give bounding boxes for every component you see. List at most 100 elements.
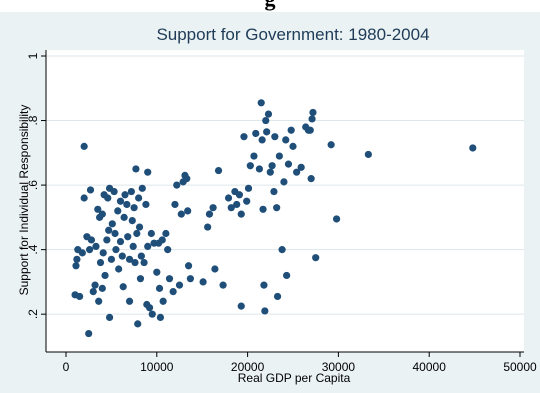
scatter-point <box>266 168 274 176</box>
scatter-point <box>214 166 223 175</box>
scatter-point <box>125 297 134 305</box>
scatter-point <box>142 200 150 209</box>
scatter-point <box>123 200 131 209</box>
scatter-point <box>105 313 114 322</box>
scatter-point <box>131 258 139 267</box>
scatter-point <box>103 236 111 244</box>
scatter-point <box>95 297 103 305</box>
scatter-point <box>156 313 165 322</box>
scatter-point <box>171 200 179 209</box>
scatter-point <box>244 184 253 192</box>
x-axis-label: Real GDP per Capita <box>238 371 351 385</box>
scatter-point <box>199 278 207 286</box>
scatter-point <box>128 216 136 225</box>
scatter-point <box>136 275 145 283</box>
y-tick-label: .8 <box>26 115 40 125</box>
scatter-point <box>132 165 140 173</box>
scatter-point <box>86 246 94 254</box>
scatter-point <box>273 292 282 301</box>
scatter-point <box>118 252 126 260</box>
scatter-point <box>114 207 122 215</box>
scatter-point <box>127 187 135 196</box>
x-tick-label: 40000 <box>413 360 447 374</box>
scatter-point <box>86 186 95 194</box>
scatter-point <box>184 207 192 215</box>
scatter-point <box>283 271 291 280</box>
scatter-point <box>297 163 305 171</box>
scatter-point <box>211 265 219 273</box>
scatter-point <box>205 210 214 218</box>
scatter-point <box>153 268 161 276</box>
scatter-point <box>177 210 185 218</box>
scatter-point <box>99 249 107 257</box>
scatter-point <box>312 254 320 262</box>
scatter-point <box>116 237 125 246</box>
data-points <box>71 99 477 338</box>
scatter-point <box>96 258 105 267</box>
scatter-point <box>306 126 314 134</box>
scatter-point <box>204 223 212 231</box>
scatter-point <box>364 150 372 159</box>
scatter-point <box>257 99 265 107</box>
scatter-point <box>158 236 166 244</box>
plot-area <box>46 50 524 352</box>
y-tick-label: .4 <box>26 244 40 254</box>
scatter-point <box>111 229 119 238</box>
scatter-point <box>162 229 170 238</box>
scatter-point <box>169 287 177 296</box>
scatter-point <box>108 220 116 228</box>
scatter-point <box>124 233 132 241</box>
scatter-point <box>155 284 164 292</box>
scatter-point <box>289 142 297 150</box>
scatter-point <box>105 226 113 234</box>
scatter-point <box>255 165 264 173</box>
scatter-point <box>219 281 227 289</box>
scatter-point <box>224 194 233 202</box>
scatter-point <box>209 204 217 212</box>
x-tick-label: 0 <box>63 360 70 374</box>
scatter-point <box>73 255 81 263</box>
scatter-point <box>278 246 286 254</box>
y-axis-label: Support for Individual Responsibility <box>17 105 31 296</box>
scatter-point <box>235 191 244 199</box>
scatter-point <box>469 144 477 152</box>
scatter-point <box>309 108 317 117</box>
scatter-point <box>133 229 141 238</box>
clipped-heading-text: g <box>0 0 540 12</box>
scatter-point <box>240 133 248 141</box>
y-tick-label: 1 <box>26 52 40 59</box>
scatter-point <box>76 292 84 301</box>
scatter-point <box>87 236 96 244</box>
y-tick-label: .6 <box>26 180 40 190</box>
scatter-point <box>327 141 335 149</box>
scatter-point <box>92 242 100 251</box>
x-tick-label: 20000 <box>231 360 265 374</box>
scatter-point <box>227 204 235 212</box>
scatter-point <box>120 213 128 221</box>
scatter-point <box>287 126 295 134</box>
scatter-point <box>80 142 88 150</box>
scatter-point <box>268 162 276 170</box>
scatter-point <box>246 162 254 170</box>
x-tick-label: 10000 <box>140 360 174 374</box>
y-tick-labels: .2 .4 .6 .8 1 <box>26 52 40 319</box>
scatter-point <box>112 246 120 254</box>
x-tick-label: 50000 <box>503 360 537 374</box>
scatter-point <box>280 178 288 186</box>
scatter-point <box>78 249 86 257</box>
scatter-point <box>80 194 88 202</box>
scatter-point <box>94 205 102 213</box>
y-tick-label: .2 <box>26 309 40 319</box>
scatter-point <box>307 175 315 183</box>
scatter-point <box>144 168 152 176</box>
scatter-point <box>116 197 125 205</box>
scatter-point <box>147 229 155 238</box>
scatter-point <box>271 133 279 141</box>
scatter-point <box>184 262 193 270</box>
scatter-point <box>186 275 194 283</box>
scatter-point <box>284 160 293 168</box>
scatter-point <box>250 152 258 160</box>
scatter-point <box>233 200 241 209</box>
scatter-point <box>237 210 245 218</box>
